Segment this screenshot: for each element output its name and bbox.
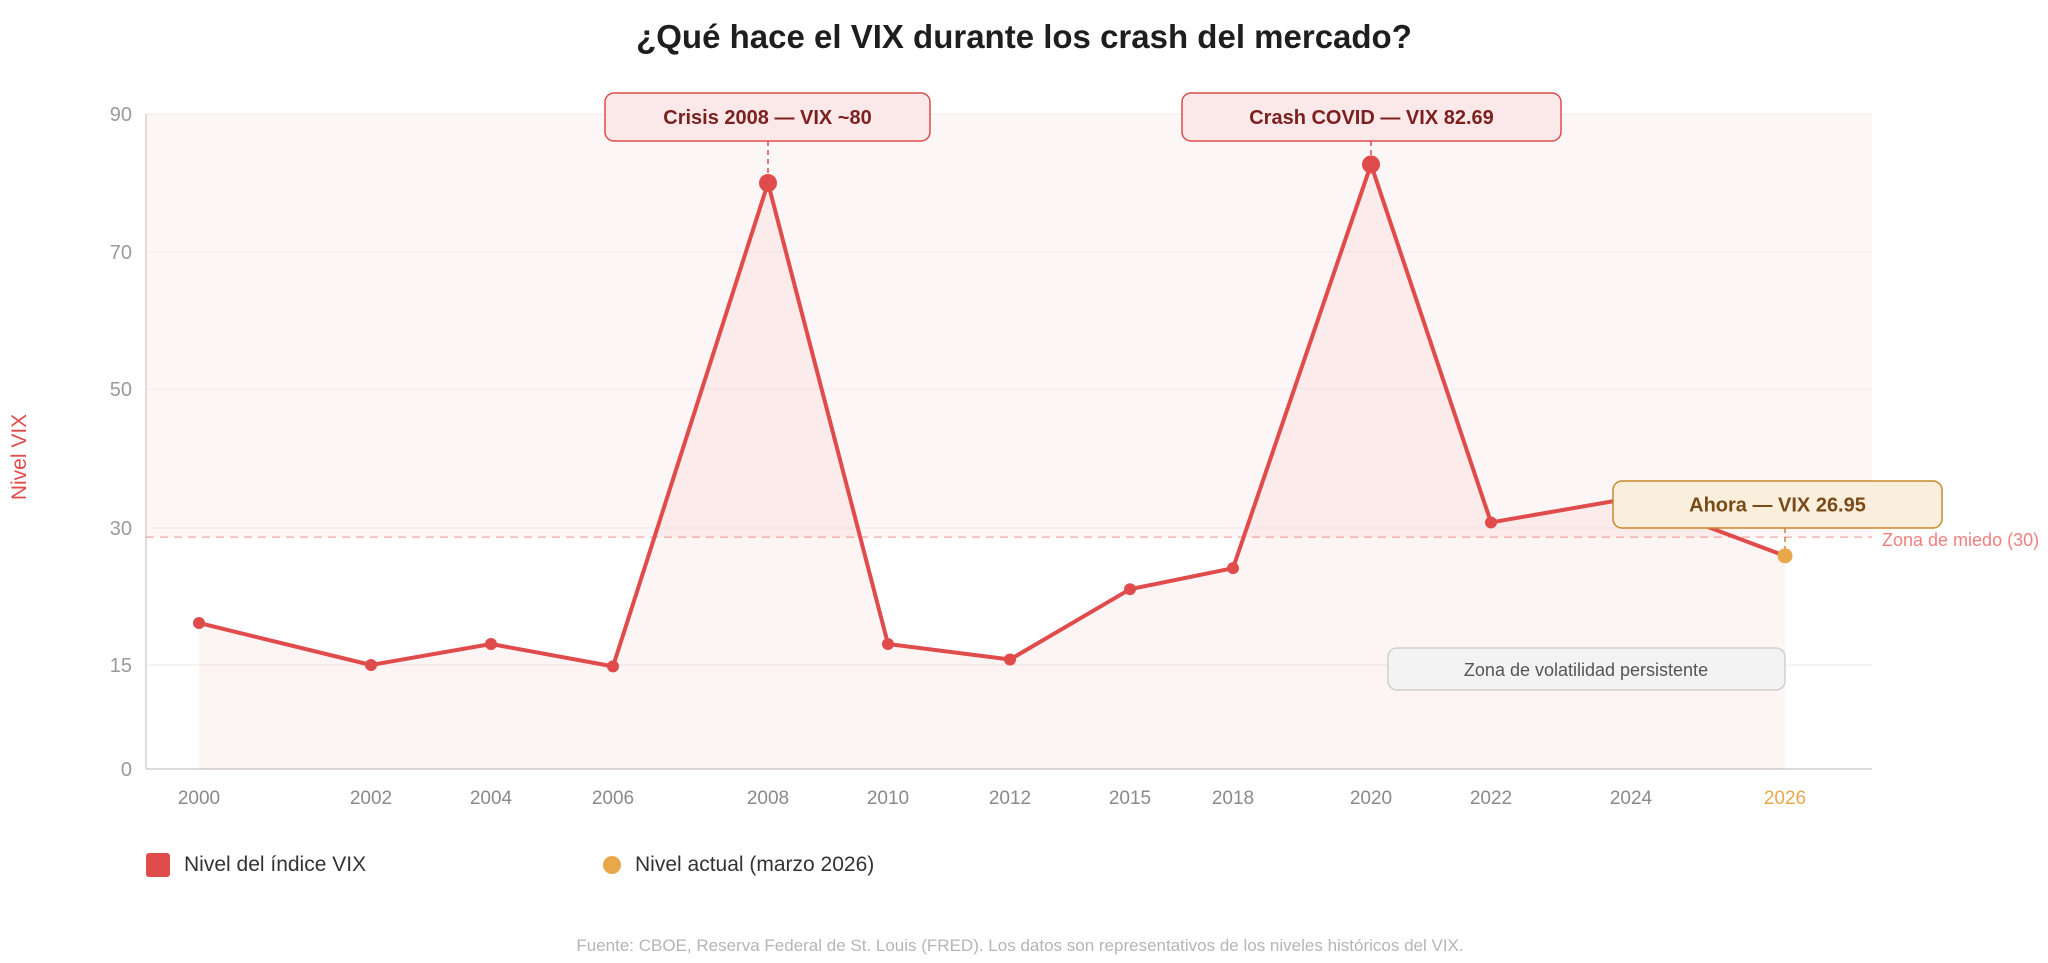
data-point xyxy=(1227,562,1239,575)
x-tick-label: 2010 xyxy=(867,788,909,809)
legend-label: Nivel actual (marzo 2026) xyxy=(635,853,875,876)
data-point xyxy=(1777,548,1793,564)
legend-swatch-square xyxy=(146,853,170,877)
legend-item-vix[interactable]: Nivel del índice VIX xyxy=(146,853,366,877)
data-point xyxy=(759,174,777,192)
volatility-zone-box xyxy=(1387,647,1786,691)
y-axis-label: Nivel VIX xyxy=(8,414,31,500)
fear-zone-background xyxy=(146,114,1872,538)
data-point xyxy=(193,616,205,629)
data-point xyxy=(1124,583,1136,596)
legend-swatch-circle xyxy=(603,856,621,874)
annotation-label: Ahora — VIX 26.95 xyxy=(1689,495,1866,517)
source-note: Fuente: CBOE, Reserva Federal de St. Lou… xyxy=(576,936,1464,955)
legend-label: Nivel del índice VIX xyxy=(184,853,367,876)
chart-title: ¿Qué hace el VIX durante los crash del m… xyxy=(636,18,1412,55)
annotation-box xyxy=(604,92,931,142)
x-tick-label: 2008 xyxy=(747,788,789,809)
x-tick-label: 2020 xyxy=(1350,788,1392,809)
volatility-zone-label: Zona de volatilidad persistente xyxy=(1464,660,1708,680)
y-tick-label: 90 xyxy=(110,104,132,126)
y-tick-label: 15 xyxy=(110,655,132,677)
y-tick-label: 30 xyxy=(110,518,132,540)
x-tick-label: 2018 xyxy=(1212,788,1254,809)
data-point xyxy=(882,637,894,650)
x-tick-label: 2002 xyxy=(350,788,392,809)
annotation-box xyxy=(1181,92,1562,142)
x-tick-label: 2026 xyxy=(1764,788,1806,809)
data-point xyxy=(365,659,377,671)
annotation-box xyxy=(1612,480,1943,529)
annotation-label: Crash COVID — VIX 82.69 xyxy=(1249,107,1494,129)
y-tick-label: 50 xyxy=(110,379,132,401)
data-point xyxy=(1004,653,1016,666)
legend-item-current[interactable]: Nivel actual (marzo 2026) xyxy=(603,853,874,877)
annotation-label: Crisis 2008 — VIX ~80 xyxy=(663,107,871,129)
x-tick-label: 2004 xyxy=(470,788,513,809)
x-tick-label: 2024 xyxy=(1610,788,1653,809)
y-tick-label: 70 xyxy=(110,242,132,264)
series-area xyxy=(199,164,1785,770)
data-point xyxy=(607,660,619,673)
data-point xyxy=(1485,516,1497,529)
data-point xyxy=(1362,155,1380,174)
x-tick-label: 2006 xyxy=(592,788,634,809)
x-tick-label: 2022 xyxy=(1470,788,1512,809)
x-tick-label: 2000 xyxy=(178,788,220,809)
x-tick-label: 2012 xyxy=(989,788,1031,809)
x-tick-label: 2015 xyxy=(1109,788,1151,809)
y-tick-label: 0 xyxy=(121,759,132,781)
data-point xyxy=(485,637,497,650)
fear-zone-label: Zona de miedo (30) xyxy=(1882,530,2039,550)
